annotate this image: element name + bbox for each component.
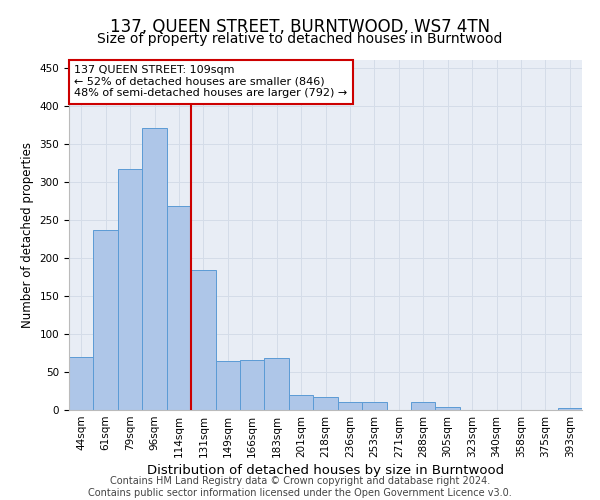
X-axis label: Distribution of detached houses by size in Burntwood: Distribution of detached houses by size … <box>147 464 504 477</box>
Bar <box>338 402 362 410</box>
Text: Size of property relative to detached houses in Burntwood: Size of property relative to detached ho… <box>97 32 503 46</box>
Bar <box>240 360 265 410</box>
Bar <box>557 408 582 410</box>
Text: 137, QUEEN STREET, BURNTWOOD, WS7 4TN: 137, QUEEN STREET, BURNTWOOD, WS7 4TN <box>110 18 490 36</box>
Bar <box>362 402 386 410</box>
Bar <box>69 356 94 410</box>
Bar <box>215 360 240 410</box>
Y-axis label: Number of detached properties: Number of detached properties <box>21 142 34 328</box>
Bar <box>436 407 460 410</box>
Bar <box>411 402 436 410</box>
Bar <box>191 270 215 410</box>
Bar <box>118 169 142 410</box>
Bar <box>167 206 191 410</box>
Bar <box>265 358 289 410</box>
Bar <box>142 128 167 410</box>
Bar <box>94 230 118 410</box>
Bar <box>289 395 313 410</box>
Bar <box>313 397 338 410</box>
Text: Contains HM Land Registry data © Crown copyright and database right 2024.
Contai: Contains HM Land Registry data © Crown c… <box>88 476 512 498</box>
Text: 137 QUEEN STREET: 109sqm
← 52% of detached houses are smaller (846)
48% of semi-: 137 QUEEN STREET: 109sqm ← 52% of detach… <box>74 66 347 98</box>
